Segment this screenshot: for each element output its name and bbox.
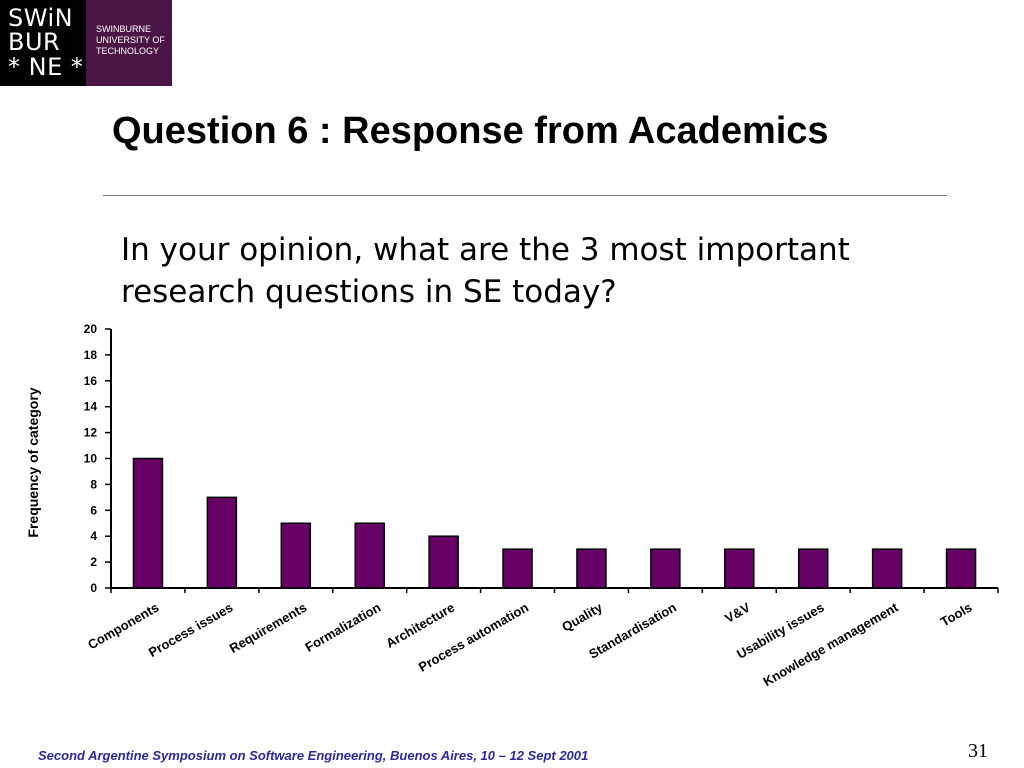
y-tick-label: 20 (84, 322, 98, 336)
bar (502, 548, 533, 589)
y-tick-label: 18 (84, 348, 98, 362)
y-tick-label: 12 (84, 426, 98, 440)
bar (650, 548, 681, 589)
logo-mark: SWiN BUR * NE * (0, 0, 86, 86)
x-tick-label: Quality (559, 599, 605, 634)
y-tick-label: 6 (90, 503, 97, 517)
y-tick-label: 0 (90, 581, 97, 595)
slide-title: Question 6 : Response from Academics (112, 110, 829, 152)
logo-mark-line: SWiN (8, 4, 74, 32)
bar (280, 522, 312, 589)
x-tick-label: V&V (722, 599, 753, 626)
institution-line: SWINBURNE (96, 24, 152, 34)
footer-text: Second Argentine Symposium on Software E… (38, 748, 589, 763)
y-tick-label: 10 (84, 452, 98, 466)
bar (428, 535, 459, 589)
institution-line: TECHNOLOGY (96, 46, 160, 56)
bar (354, 522, 385, 589)
institution-line: UNIVERSITY OF (96, 35, 165, 45)
bar (724, 548, 755, 589)
x-tick-label: Requirements (227, 600, 310, 656)
x-tick-label: Tools (938, 600, 975, 630)
swinburne-logo: SWiN BUR * NE * SWINBURNE UNIVERSITY OF … (0, 0, 172, 86)
y-tick-label: 14 (84, 400, 98, 414)
logo-mark-line: * NE * (8, 53, 84, 81)
y-tick-label: 16 (84, 374, 98, 388)
bar (797, 548, 829, 589)
y-tick-label: 2 (90, 555, 97, 569)
title-divider (103, 195, 947, 196)
bar (206, 496, 238, 589)
x-tick-label: Process issues (146, 600, 236, 660)
bar (576, 548, 607, 589)
bar (132, 457, 164, 589)
logo-mark-line: BUR (8, 28, 61, 56)
institution-name: SWINBURNE UNIVERSITY OF TECHNOLOGY (96, 24, 165, 57)
x-tick-label: Knowledge management (761, 599, 902, 689)
question-text: In your opinion, what are the 3 most imp… (121, 229, 850, 313)
question-line: In your opinion, what are the 3 most imp… (121, 232, 850, 268)
y-axis-label: Frequency of category (25, 387, 41, 537)
question-line: research questions in SE today? (121, 274, 617, 310)
x-tick-label: Formalization (303, 600, 384, 655)
y-tick-label: 8 (90, 477, 97, 491)
bar (871, 548, 903, 589)
x-tick-label: Architecture (383, 600, 457, 651)
page-number: 31 (968, 740, 988, 762)
y-tick-label: 4 (90, 529, 97, 543)
bar (945, 548, 977, 589)
